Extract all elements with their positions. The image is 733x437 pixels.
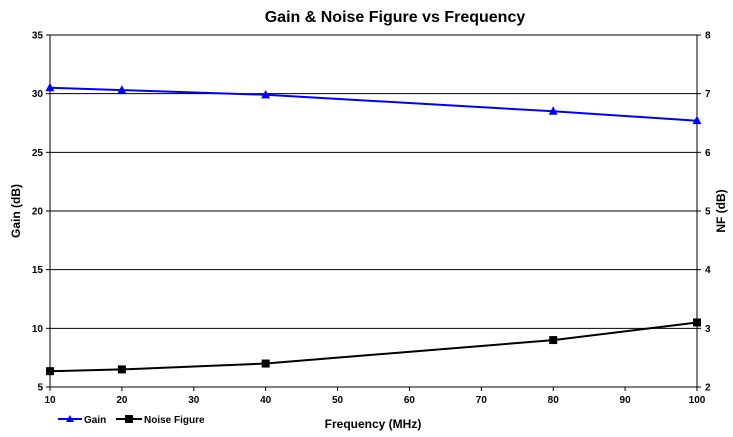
y-tick-label: 20 bbox=[32, 207, 44, 218]
noise-figure-data-point bbox=[261, 359, 270, 368]
gain-data-point bbox=[117, 85, 127, 94]
x-axis-ticks: 10 20 30 40 50 60 70 80 90 100 bbox=[44, 387, 706, 406]
gain-data-point bbox=[548, 106, 558, 115]
y-tick-label: 5 bbox=[37, 383, 43, 394]
noise-figure-data-point bbox=[549, 336, 558, 345]
x-tick-label: 70 bbox=[476, 395, 488, 406]
series-layer bbox=[45, 82, 702, 376]
right-axis-ticks: 2 3 4 5 6 7 8 bbox=[697, 31, 711, 394]
legend-gain-marker bbox=[66, 415, 74, 422]
legend-nf-marker bbox=[125, 415, 133, 423]
y2-tick-label: 5 bbox=[705, 207, 711, 218]
legend: Gain Noise Figure bbox=[58, 415, 205, 426]
grid-lines bbox=[50, 93, 697, 329]
x-tick-label: 30 bbox=[188, 395, 200, 406]
y-tick-label: 10 bbox=[32, 324, 44, 335]
x-tick-label: 100 bbox=[689, 395, 706, 406]
gain-data-point bbox=[45, 82, 55, 92]
y2-tick-label: 4 bbox=[705, 265, 711, 276]
x-tick-label: 80 bbox=[548, 395, 560, 406]
left-axis-ticks: 5 10 15 20 25 30 35 bbox=[32, 31, 50, 394]
y2-tick-label: 8 bbox=[705, 31, 711, 42]
x-tick-label: 10 bbox=[44, 395, 56, 406]
y-tick-label: 30 bbox=[32, 89, 44, 100]
y2-tick-label: 7 bbox=[705, 89, 711, 100]
x-tick-label: 50 bbox=[332, 395, 344, 406]
y-tick-label: 25 bbox=[32, 148, 44, 159]
x-tick-label: 20 bbox=[116, 395, 128, 406]
y-axis-label: Gain (dB) bbox=[9, 184, 23, 238]
legend-gain-label: Gain bbox=[84, 415, 106, 426]
noise-figure-data-point bbox=[693, 318, 701, 327]
x-tick-label: 90 bbox=[620, 395, 632, 406]
y2-axis-label: NF (dB) bbox=[714, 189, 728, 232]
chart-title: Gain & Noise Figure vs Frequency bbox=[265, 9, 526, 26]
x-tick-label: 60 bbox=[404, 395, 416, 406]
x-tick-label: 40 bbox=[260, 395, 272, 406]
noise-figure-data-point bbox=[117, 365, 126, 374]
gain-data-point bbox=[692, 115, 702, 125]
x-axis-label: Frequency (MHz) bbox=[325, 417, 422, 431]
legend-nf-label: Noise Figure bbox=[144, 415, 205, 426]
y-tick-label: 15 bbox=[32, 265, 44, 276]
gain-data-point bbox=[261, 89, 271, 99]
y2-tick-label: 3 bbox=[705, 324, 711, 335]
y-tick-label: 35 bbox=[32, 31, 44, 42]
noise-figure-data-point bbox=[46, 367, 54, 376]
y2-tick-label: 6 bbox=[705, 148, 711, 159]
y2-tick-label: 2 bbox=[705, 383, 711, 394]
